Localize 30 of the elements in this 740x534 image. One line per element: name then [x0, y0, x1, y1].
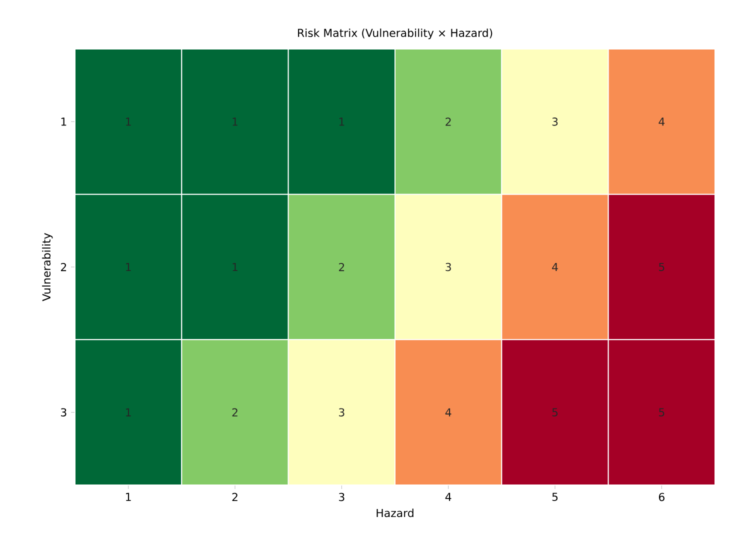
x-tick-label: 3 — [339, 492, 344, 502]
data-label: 2 — [232, 408, 238, 416]
chart-title: Risk Matrix (Vulnerability × Hazard) — [298, 28, 492, 40]
data-label: 1 — [126, 408, 131, 416]
data-label: 2 — [446, 118, 451, 126]
x-tick-label: 2 — [232, 492, 238, 501]
data-label: 4 — [658, 118, 665, 126]
data-label: 4 — [552, 263, 558, 271]
data-label: 1 — [339, 118, 344, 126]
data-label: 5 — [659, 408, 664, 416]
data-label: 5 — [552, 408, 558, 416]
x-axis-title: Hazard — [376, 508, 414, 518]
data-label: 5 — [659, 262, 664, 272]
y-tick-label: 1 — [61, 118, 66, 126]
data-label: 4 — [445, 408, 452, 416]
data-label: 1 — [232, 263, 238, 271]
y-tick-label: 2 — [60, 262, 66, 272]
data-label: 1 — [126, 118, 131, 126]
data-label: 3 — [552, 118, 558, 126]
y-tick-label: 3 — [61, 408, 66, 416]
data-label: 1 — [232, 118, 238, 126]
x-tick-label: 5 — [552, 492, 558, 502]
data-label: 3 — [446, 262, 451, 272]
data-label: 3 — [339, 408, 344, 416]
x-tick-label: 6 — [658, 492, 664, 502]
data-label: 1 — [126, 263, 131, 271]
x-tick-label: 4 — [445, 492, 452, 501]
data-label: 2 — [338, 262, 344, 272]
y-axis-title: Vulnerability — [42, 233, 53, 302]
x-tick-label: 1 — [126, 492, 131, 501]
